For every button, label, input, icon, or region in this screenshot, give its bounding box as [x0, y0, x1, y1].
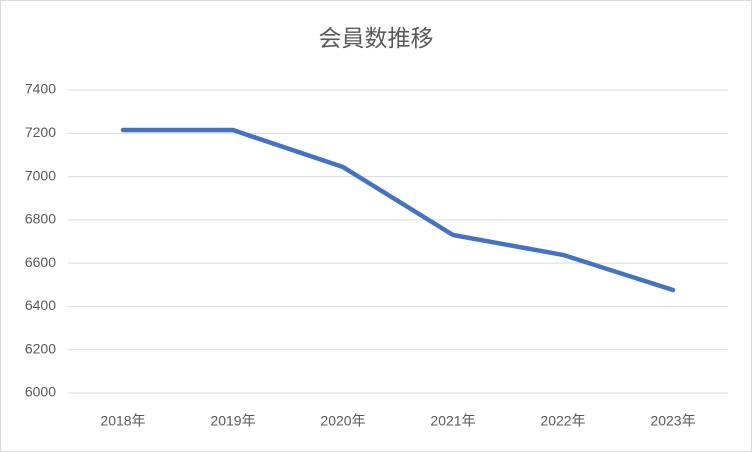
x-tick-label: 2021年: [430, 413, 475, 429]
x-tick-label: 2022年: [540, 413, 585, 429]
line: [120, 127, 676, 293]
x-tick-label: 2019年: [210, 413, 255, 429]
y-tick-label: 6800: [25, 211, 56, 227]
x-tick-label: 2018年: [100, 413, 145, 429]
y-tick-label: 6200: [25, 340, 56, 356]
y-tick-label: 7000: [25, 167, 56, 183]
y-tick-label: 7400: [25, 81, 56, 97]
y-tick-label: 6600: [25, 254, 56, 270]
x-tick-label: 2023年: [650, 413, 695, 429]
y-tick-label: 7200: [25, 124, 56, 140]
chart-title: 会員数推移: [319, 25, 434, 51]
y-tick-label: 6400: [25, 297, 56, 313]
y-tick-label: 6000: [25, 384, 56, 400]
x-tick-label: 2020年: [320, 413, 365, 429]
